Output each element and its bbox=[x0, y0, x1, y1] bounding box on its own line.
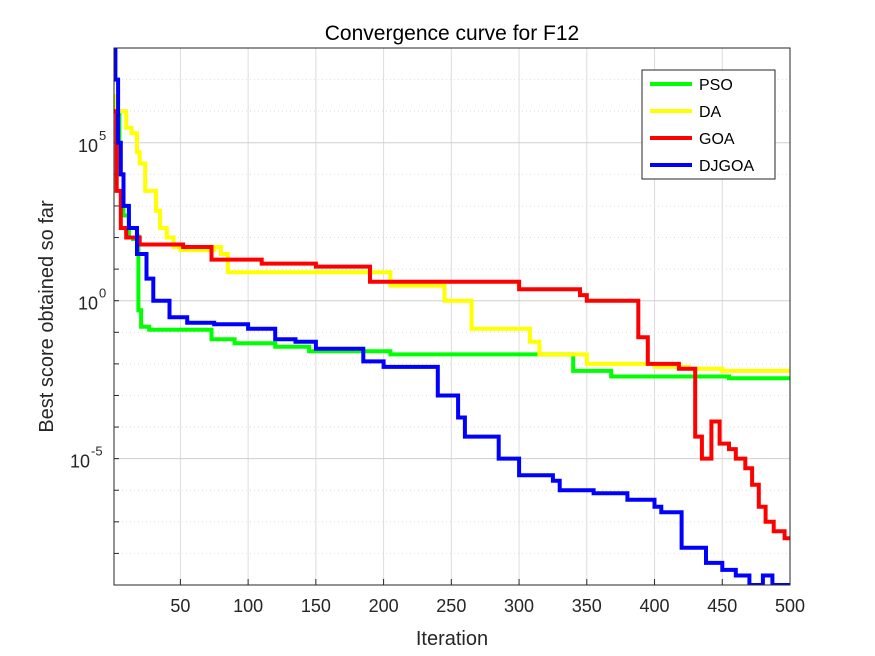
y-tick-exponent: 0 bbox=[99, 286, 106, 301]
y-tick-label: 100 bbox=[78, 286, 106, 314]
x-tick-label: 350 bbox=[572, 596, 602, 616]
x-tick-labels: 50 100 150 200 250 300 350 400 450 500 bbox=[170, 596, 805, 616]
y-tick-base: 10 bbox=[70, 452, 90, 472]
y-tick-label: 10-5 bbox=[70, 444, 103, 472]
legend: PSO DA GOA DJGOA bbox=[641, 69, 776, 180]
x-tick-label: 300 bbox=[504, 596, 534, 616]
chart-title: Convergence curve for F12 bbox=[325, 22, 579, 45]
x-tick-label: 150 bbox=[301, 596, 331, 616]
series-line-goa bbox=[114, 109, 790, 541]
series-line-djgoa bbox=[114, 48, 790, 585]
x-tick-label: 400 bbox=[640, 596, 670, 616]
legend-label-djgoa: DJGOA bbox=[699, 158, 754, 175]
y-tick-base: 10 bbox=[78, 136, 98, 156]
plot-frame bbox=[113, 47, 791, 586]
y-tick-base: 10 bbox=[78, 294, 98, 314]
x-tick-label: 250 bbox=[436, 596, 466, 616]
x-tick-label: 450 bbox=[707, 596, 737, 616]
series-lines bbox=[114, 48, 790, 585]
legend-label-goa: GOA bbox=[699, 131, 735, 148]
x-tick-label: 50 bbox=[170, 596, 190, 616]
legend-box bbox=[641, 69, 776, 180]
x-tick-label: 100 bbox=[233, 596, 263, 616]
x-tick-label: 500 bbox=[775, 596, 805, 616]
y-tick-exponent: -5 bbox=[91, 444, 103, 459]
x-tick-label: 200 bbox=[369, 596, 399, 616]
y-tick-exponent: 5 bbox=[99, 128, 106, 143]
series-line-da bbox=[114, 94, 790, 373]
legend-label-pso: PSO bbox=[699, 77, 733, 94]
y-axis-label: Best score obtained so far bbox=[36, 200, 58, 433]
x-axis-label: Iteration bbox=[416, 628, 488, 650]
y-tick-label: 105 bbox=[78, 128, 106, 156]
legend-label-da: DA bbox=[699, 104, 722, 121]
